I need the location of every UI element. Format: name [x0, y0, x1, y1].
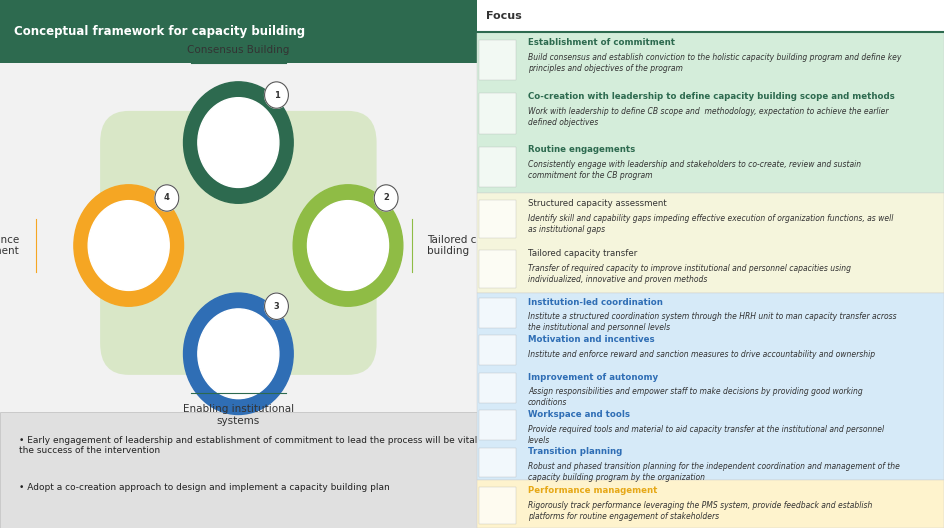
Circle shape [308, 201, 389, 290]
Text: Tailored capacity
building: Tailored capacity building [427, 235, 514, 256]
Text: Structured capacity assessment: Structured capacity assessment [528, 199, 666, 208]
Text: Consistently engage with leadership and stakeholders to co-create, review and su: Consistently engage with leadership and … [528, 161, 861, 181]
Text: Assign responsibilities and empower staff to make decisions by providing good wo: Assign responsibilities and empower staf… [528, 388, 863, 408]
Circle shape [198, 98, 278, 187]
Circle shape [88, 201, 169, 290]
Text: Focus: Focus [486, 11, 522, 21]
Text: 2: 2 [383, 193, 389, 203]
Text: • Adopt a co-creation approach to design and implement a capacity building plan: • Adopt a co-creation approach to design… [19, 483, 390, 492]
Text: 1: 1 [274, 90, 279, 100]
Text: Identify skill and capability gaps impeding effective execution of organization : Identify skill and capability gaps imped… [528, 213, 893, 233]
FancyBboxPatch shape [479, 410, 516, 440]
Text: Transfer of required capacity to improve institutional and personnel capacities : Transfer of required capacity to improve… [528, 263, 851, 284]
Circle shape [183, 293, 294, 414]
Circle shape [183, 82, 294, 203]
FancyBboxPatch shape [477, 193, 944, 293]
Text: Provide required tools and material to aid capacity transfer at the institutiona: Provide required tools and material to a… [528, 425, 885, 445]
Text: Improvement of autonomy: Improvement of autonomy [528, 373, 658, 382]
Text: Robust and phased transition planning for the independent coordination and manag: Robust and phased transition planning fo… [528, 463, 900, 483]
Text: Performance
management: Performance management [0, 235, 19, 256]
FancyBboxPatch shape [479, 298, 516, 327]
Text: 3: 3 [274, 301, 279, 311]
FancyBboxPatch shape [477, 0, 944, 32]
FancyBboxPatch shape [477, 32, 944, 193]
Text: Conceptual framework for capacity building: Conceptual framework for capacity buildi… [14, 25, 306, 38]
Text: Co-creation with leadership to define capacity building scope and methods: Co-creation with leadership to define ca… [528, 92, 895, 101]
FancyBboxPatch shape [479, 147, 516, 187]
Text: Routine engagements: Routine engagements [528, 146, 635, 155]
Text: Institute and enforce reward and sanction measures to drive accountability and o: Institute and enforce reward and sanctio… [528, 350, 875, 359]
FancyBboxPatch shape [477, 293, 944, 480]
FancyBboxPatch shape [479, 200, 516, 238]
Text: Rigorously track performance leveraging the PMS system, provide feedback and est: Rigorously track performance leveraging … [528, 501, 872, 521]
Text: Tailored capacity transfer: Tailored capacity transfer [528, 249, 637, 258]
FancyBboxPatch shape [0, 0, 477, 63]
Text: Performance management: Performance management [528, 486, 657, 495]
Text: • Early engagement of leadership and establishment of commitment to lead the pro: • Early engagement of leadership and est… [19, 436, 489, 455]
Text: Work with leadership to define CB scope and  methodology, expectation to achieve: Work with leadership to define CB scope … [528, 107, 888, 127]
Text: Institute a structured coordination system through the HRH unit to man capacity : Institute a structured coordination syst… [528, 313, 897, 333]
Circle shape [264, 293, 289, 319]
Text: Consensus Building: Consensus Building [187, 45, 290, 55]
Text: Enabling institutional
systems: Enabling institutional systems [183, 404, 294, 426]
Circle shape [74, 185, 183, 306]
FancyBboxPatch shape [479, 487, 516, 524]
Circle shape [264, 82, 289, 108]
FancyBboxPatch shape [479, 373, 516, 402]
FancyBboxPatch shape [479, 448, 516, 477]
Circle shape [374, 185, 398, 211]
Text: Establishment of commitment: Establishment of commitment [528, 38, 675, 47]
Circle shape [198, 309, 278, 399]
FancyBboxPatch shape [479, 335, 516, 365]
Text: Transition planning: Transition planning [528, 448, 622, 457]
Text: Build consensus and establish conviction to the holistic capacity building progr: Build consensus and establish conviction… [528, 53, 902, 73]
FancyBboxPatch shape [0, 63, 477, 412]
Text: Workspace and tools: Workspace and tools [528, 410, 631, 419]
FancyBboxPatch shape [100, 111, 377, 375]
FancyBboxPatch shape [479, 93, 516, 134]
Circle shape [155, 185, 178, 211]
FancyBboxPatch shape [479, 40, 516, 80]
Text: Motivation and incentives: Motivation and incentives [528, 335, 655, 344]
Circle shape [294, 185, 403, 306]
Text: 4: 4 [164, 193, 170, 203]
FancyBboxPatch shape [0, 412, 477, 528]
FancyBboxPatch shape [479, 250, 516, 288]
Text: Institution-led coordination: Institution-led coordination [528, 298, 663, 307]
FancyBboxPatch shape [477, 480, 944, 528]
